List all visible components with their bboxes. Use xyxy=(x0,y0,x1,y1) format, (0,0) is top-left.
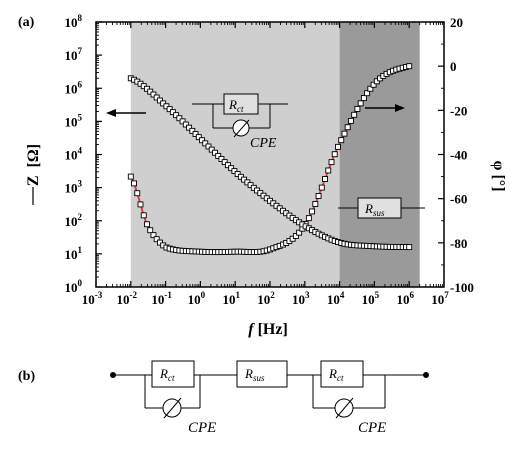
phase-point xyxy=(128,174,133,179)
y-left-tick-label: 103 xyxy=(65,179,83,196)
phase-point xyxy=(407,64,412,69)
phase-point xyxy=(329,160,334,165)
phase-point xyxy=(144,222,149,227)
x-tick-label: 105 xyxy=(362,290,380,307)
phase-point xyxy=(306,216,311,221)
equivalent-circuit: Rct CPE Rsus Rct CPE xyxy=(110,361,429,436)
phase-point xyxy=(332,152,337,157)
y-left-tick-label: 100 xyxy=(65,278,83,295)
y-right-tick-label: -100 xyxy=(450,280,474,295)
panel-label-b: (b) xyxy=(18,369,35,384)
y-left-tick-label: 105 xyxy=(65,112,83,129)
svg-text:Z [Ω]: Z [Ω] xyxy=(25,144,42,186)
phase-point xyxy=(339,138,344,143)
phase-point xyxy=(313,201,318,206)
y-left-tick-label: 108 xyxy=(65,13,83,30)
y-left-symbol: Z xyxy=(25,175,42,186)
y-left-axis-title: Z [Ω] xyxy=(25,144,42,205)
phase-point xyxy=(323,177,328,182)
phase-point xyxy=(326,168,331,173)
y-left-tick-label: 104 xyxy=(65,146,83,163)
x-tick-label: 104 xyxy=(327,290,345,307)
panel-label-a: (a) xyxy=(18,15,35,30)
phase-point xyxy=(135,191,140,196)
phase-point xyxy=(342,131,347,136)
x-tick-label: 107 xyxy=(431,290,449,307)
y-right-axis-title: φ [°] xyxy=(490,160,507,191)
phase-point xyxy=(358,101,363,106)
y-left-tick-label: 106 xyxy=(65,79,83,96)
phase-point xyxy=(352,112,357,117)
x-tick-label: 10-1 xyxy=(151,290,172,307)
circuit-cpe-1-label: CPE xyxy=(188,420,216,436)
y-right-tick-label: -20 xyxy=(450,103,467,118)
phase-point xyxy=(348,118,353,123)
x-tick-label: 10-3 xyxy=(82,290,103,307)
phase-point xyxy=(335,144,340,149)
x-tick-label: 101 xyxy=(222,290,240,307)
phase-point xyxy=(138,202,143,207)
x-tick-label: 100 xyxy=(188,290,206,307)
magnitude-point xyxy=(407,245,412,250)
inset-cpe-label: CPE xyxy=(250,136,277,151)
phase-point xyxy=(319,185,324,190)
phase-point xyxy=(148,228,153,233)
phase-point xyxy=(141,213,146,218)
phase-point xyxy=(316,193,321,198)
circuit-cpe-2-label: CPE xyxy=(358,420,386,436)
y-left-tick-label: 107 xyxy=(65,46,83,63)
y-right-tick-label: -40 xyxy=(450,148,467,163)
y-left-tick-label: 101 xyxy=(65,245,83,262)
phase-point xyxy=(310,209,315,214)
phase-point xyxy=(361,96,366,101)
y-right-tick-label: -80 xyxy=(450,236,467,251)
phase-point xyxy=(345,125,350,130)
x-tick-label: 103 xyxy=(292,290,310,307)
y-right-tick-label: 20 xyxy=(450,15,463,30)
phase-point xyxy=(355,106,360,111)
y-right-tick-label: -60 xyxy=(450,192,467,207)
y-left-unit: [Ω] xyxy=(25,144,42,167)
y-right-tick-label: 0 xyxy=(450,59,457,74)
phase-point xyxy=(132,181,137,186)
x-tick-label: 102 xyxy=(257,290,275,307)
y-left-tick-label: 102 xyxy=(65,212,83,229)
x-axis-title: f [Hz] xyxy=(248,321,288,338)
x-tick-label: 10-2 xyxy=(117,290,138,307)
x-tick-label: 106 xyxy=(396,290,414,307)
